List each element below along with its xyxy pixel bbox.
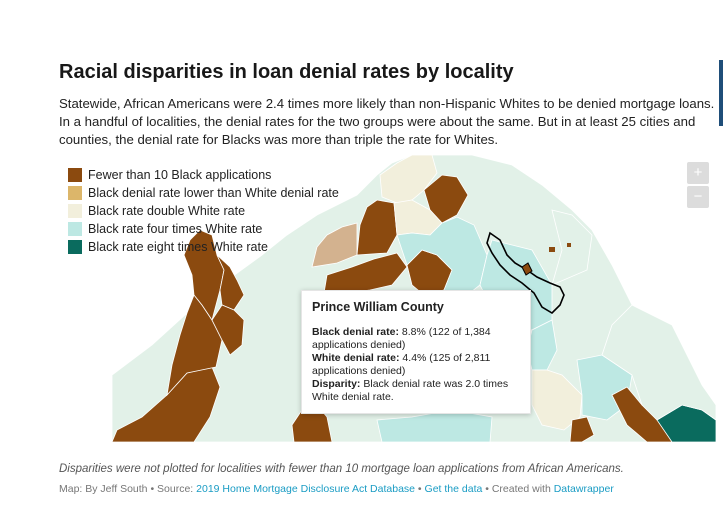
tooltip-white-value: 4.4% (125 of 2,811 applications denied): [312, 352, 491, 377]
legend-label: Black rate eight times White rate: [88, 240, 268, 254]
legend-swatch: [68, 204, 82, 218]
locality-far-east-light[interactable]: [601, 304, 716, 421]
legend-item-four: Black rate four times White rate: [68, 220, 339, 238]
tooltip-black-value: 8.8% (122 of 1,384 applications denied): [312, 326, 491, 351]
locality-southwest-5[interactable]: [211, 304, 245, 356]
edge-accent-bar: [719, 60, 723, 126]
datawrapper-link[interactable]: Datawrapper: [553, 483, 614, 495]
tooltip-black-rate: Black denial rate: 8.8% (122 of 1,384 ap…: [312, 326, 520, 352]
page-title: Racial disparities in loan denial rates …: [59, 61, 514, 83]
zoom-out-button[interactable]: −: [687, 186, 709, 208]
zoom-in-button[interactable]: +: [687, 162, 709, 184]
footer-separator: •: [415, 483, 425, 495]
tooltip-title: Prince William County: [312, 300, 444, 314]
tooltip-disparity-value: Black denial rate was 2.0 times White de…: [312, 378, 509, 403]
prince-william-county[interactable]: [486, 231, 565, 315]
legend-swatch: [68, 222, 82, 236]
legend-swatch: [68, 168, 82, 182]
footer-byline: Map: By Jeff South • Source:: [59, 483, 197, 495]
footer-separator: • Created with: [482, 483, 554, 495]
get-data-link[interactable]: Get the data: [424, 483, 483, 495]
locality-east-dot-2[interactable]: [567, 243, 571, 247]
legend-label: Fewer than 10 Black applications: [88, 168, 272, 182]
locality-east-dot-1[interactable]: [549, 247, 555, 252]
legend-label: Black rate four times White rate: [88, 222, 263, 236]
prince-william-inset: [521, 262, 533, 276]
legend-item-eight: Black rate eight times White rate: [68, 238, 339, 256]
locality-southwest-3[interactable]: [183, 229, 225, 321]
legend-swatch: [68, 186, 82, 200]
tooltip-disparity-label: Disparity:: [312, 378, 361, 390]
map-legend: Fewer than 10 Black applications Black d…: [68, 166, 339, 256]
legend-label: Black rate double White rate: [88, 204, 246, 218]
chart-description: Statewide, African Americans were 2.4 ti…: [59, 96, 715, 147]
locality-west-tan[interactable]: [311, 222, 358, 268]
tooltip-disparity: Disparity: Black denial rate was 2.0 tim…: [312, 378, 520, 404]
legend-item-lower: Black denial rate lower than White denia…: [68, 184, 339, 202]
tooltip-white-label: White denial rate:: [312, 352, 400, 364]
locality-southeast-cream[interactable]: [531, 369, 583, 431]
locality-southeast-brown-1[interactable]: [569, 416, 595, 442]
map-note: Disparities were not plotted for localit…: [59, 463, 624, 475]
legend-item-fewer: Fewer than 10 Black applications: [68, 166, 339, 184]
tooltip-black-label: Black denial rate:: [312, 326, 399, 338]
locality-north-cream[interactable]: [379, 155, 438, 204]
map-tooltip: Prince William County Black denial rate:…: [301, 290, 531, 414]
source-link[interactable]: 2019 Home Mortgage Disclosure Act Databa…: [196, 483, 416, 495]
locality-east-light[interactable]: [551, 209, 593, 286]
legend-label: Black denial rate lower than White denia…: [88, 186, 339, 200]
map-footer: Map: By Jeff South • Source: 2019 Home M…: [59, 483, 614, 495]
tooltip-white-rate: White denial rate: 4.4% (125 of 2,811 ap…: [312, 352, 520, 378]
locality-south-teal[interactable]: [376, 409, 493, 442]
locality-northwest-1[interactable]: [356, 199, 398, 256]
legend-swatch: [68, 240, 82, 254]
legend-item-double: Black rate double White rate: [68, 202, 339, 220]
